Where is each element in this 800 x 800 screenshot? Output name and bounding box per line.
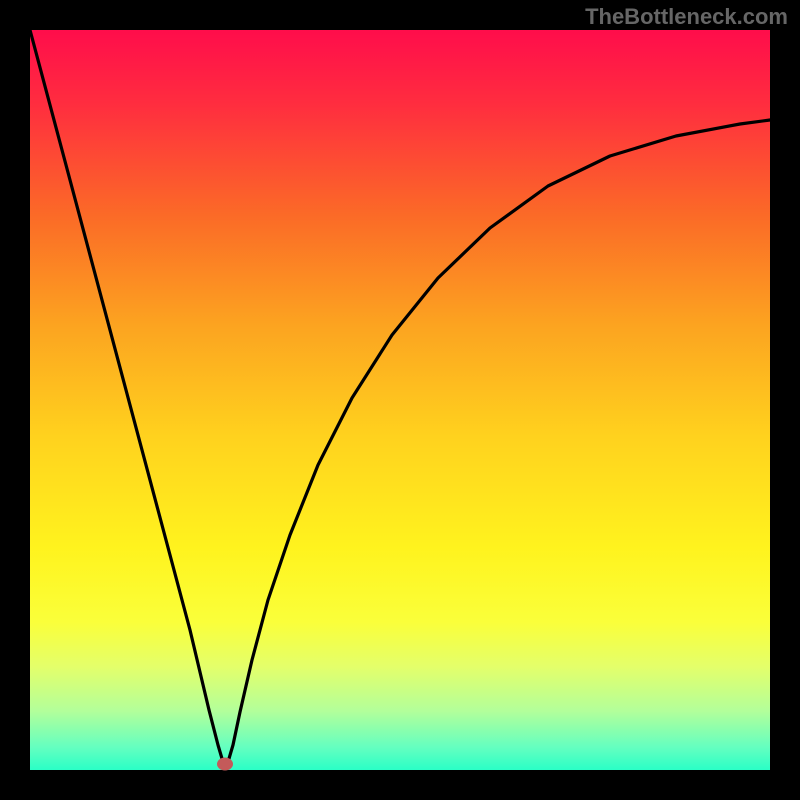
watermark-text: TheBottleneck.com (585, 4, 788, 30)
optimum-marker (217, 758, 233, 771)
bottleneck-chart (0, 0, 800, 800)
chart-container: TheBottleneck.com (0, 0, 800, 800)
